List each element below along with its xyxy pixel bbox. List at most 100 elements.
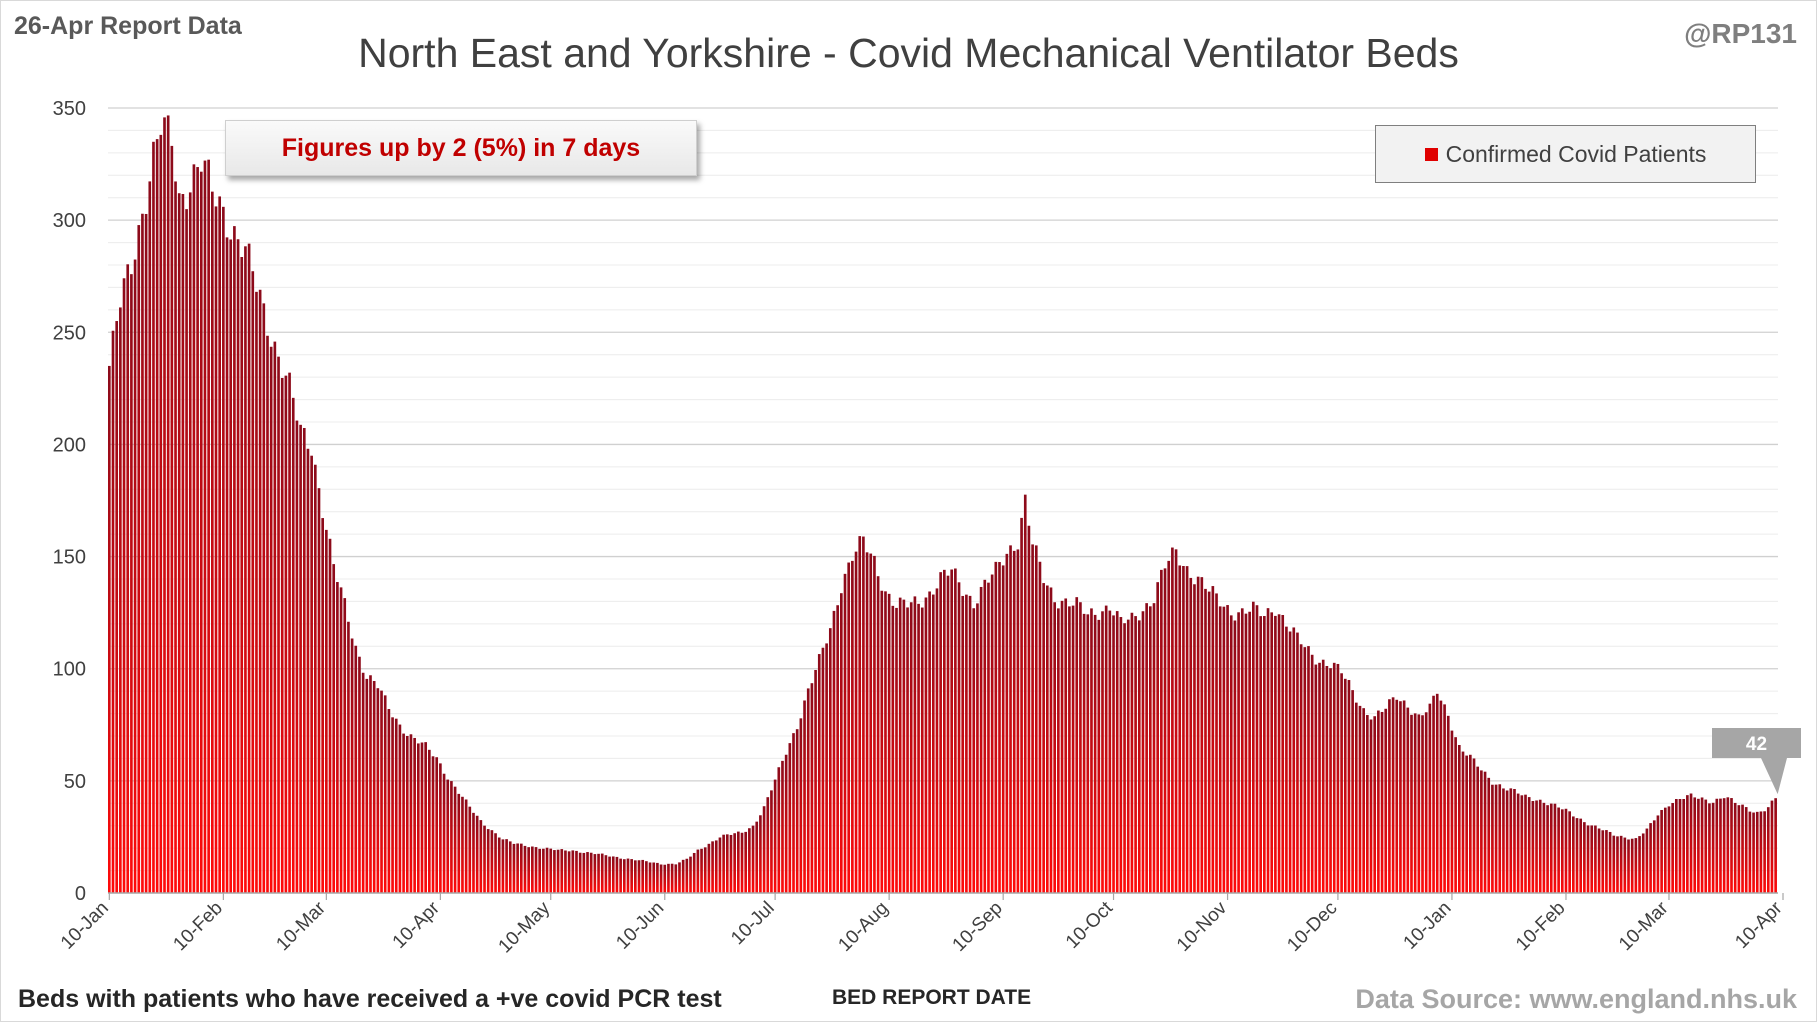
bar — [553, 850, 556, 893]
bar — [560, 849, 564, 893]
bar — [501, 839, 505, 893]
bar — [1660, 809, 1663, 893]
bar — [641, 859, 645, 893]
bar — [1435, 693, 1439, 893]
bar — [354, 645, 358, 893]
bar — [1616, 836, 1619, 893]
bar — [810, 683, 814, 893]
bar — [1366, 715, 1369, 893]
bar — [1627, 839, 1630, 893]
bar — [1575, 818, 1579, 893]
bar — [1667, 806, 1671, 893]
bar — [567, 851, 571, 893]
bar — [1046, 585, 1049, 893]
bar — [770, 790, 773, 893]
bar — [199, 171, 203, 893]
bar — [409, 734, 413, 893]
bar — [332, 564, 336, 893]
bar — [913, 596, 917, 893]
bar — [600, 853, 604, 893]
bar — [733, 833, 736, 893]
bar — [748, 828, 751, 893]
bar — [1641, 833, 1645, 893]
bar — [1638, 836, 1641, 893]
bar — [634, 860, 637, 893]
bar — [126, 264, 130, 893]
bar — [531, 846, 534, 893]
bar — [203, 160, 207, 893]
bar — [972, 608, 976, 893]
bar — [1222, 606, 1226, 893]
bar — [968, 595, 972, 893]
chart-legend: Confirmed Covid Patients — [1375, 125, 1756, 183]
bar — [814, 669, 817, 893]
bar — [1619, 835, 1623, 893]
legend-swatch — [1424, 147, 1438, 161]
bar — [236, 239, 240, 893]
bar — [472, 812, 475, 893]
bar — [1108, 610, 1112, 893]
bar — [611, 856, 615, 893]
bar — [696, 849, 700, 893]
bar — [762, 806, 766, 893]
bar — [545, 847, 549, 893]
bar — [269, 346, 273, 893]
bar — [1671, 803, 1674, 893]
bar — [766, 797, 770, 893]
data-source: Data Source: www.england.nhs.uk — [1355, 984, 1797, 1014]
bar — [192, 164, 196, 894]
bar — [1001, 565, 1005, 893]
bar — [424, 742, 427, 893]
bar — [777, 767, 781, 893]
bar — [1314, 664, 1318, 893]
bar — [494, 833, 497, 893]
bar — [214, 206, 218, 893]
x-tick-label: 10-Sep — [949, 898, 1007, 956]
bar — [784, 754, 788, 893]
bar — [1049, 587, 1053, 893]
bar — [1123, 623, 1126, 893]
bar — [619, 858, 622, 893]
footnote: Beds with patients who have received a +… — [18, 985, 722, 1013]
bar — [468, 806, 472, 893]
bar — [310, 455, 313, 893]
bar — [457, 793, 461, 893]
bar — [155, 139, 159, 894]
bar — [1204, 588, 1207, 893]
bar — [1391, 697, 1395, 893]
bar — [181, 194, 185, 893]
bar — [133, 259, 137, 893]
bar — [464, 799, 468, 893]
bar — [405, 735, 409, 893]
bar — [321, 518, 324, 893]
bar — [1516, 793, 1520, 893]
bar — [534, 847, 538, 893]
y-tick-label: 150 — [53, 547, 86, 569]
bar — [1016, 549, 1020, 893]
bar — [821, 647, 825, 893]
bar — [637, 860, 641, 893]
bar — [593, 854, 597, 893]
bar — [564, 850, 567, 893]
bar — [792, 733, 795, 893]
bar — [313, 464, 317, 893]
bar — [111, 330, 115, 893]
bar — [1594, 825, 1597, 893]
bar — [1255, 605, 1259, 893]
bar — [1472, 758, 1476, 893]
bar — [1310, 654, 1314, 893]
bar — [1417, 714, 1421, 893]
x-tick-label: 10-Apr — [389, 897, 445, 953]
bar — [1424, 712, 1428, 893]
bar — [479, 820, 483, 893]
x-tick-label: 10-Mar — [1615, 897, 1673, 955]
bar — [1152, 603, 1156, 893]
bar — [288, 372, 291, 893]
bar — [722, 834, 725, 893]
y-tick-label: 100 — [53, 659, 86, 681]
bar — [906, 607, 909, 893]
bar — [1034, 545, 1038, 893]
bar — [1318, 662, 1321, 893]
bar — [909, 602, 913, 893]
bar — [1446, 715, 1450, 893]
